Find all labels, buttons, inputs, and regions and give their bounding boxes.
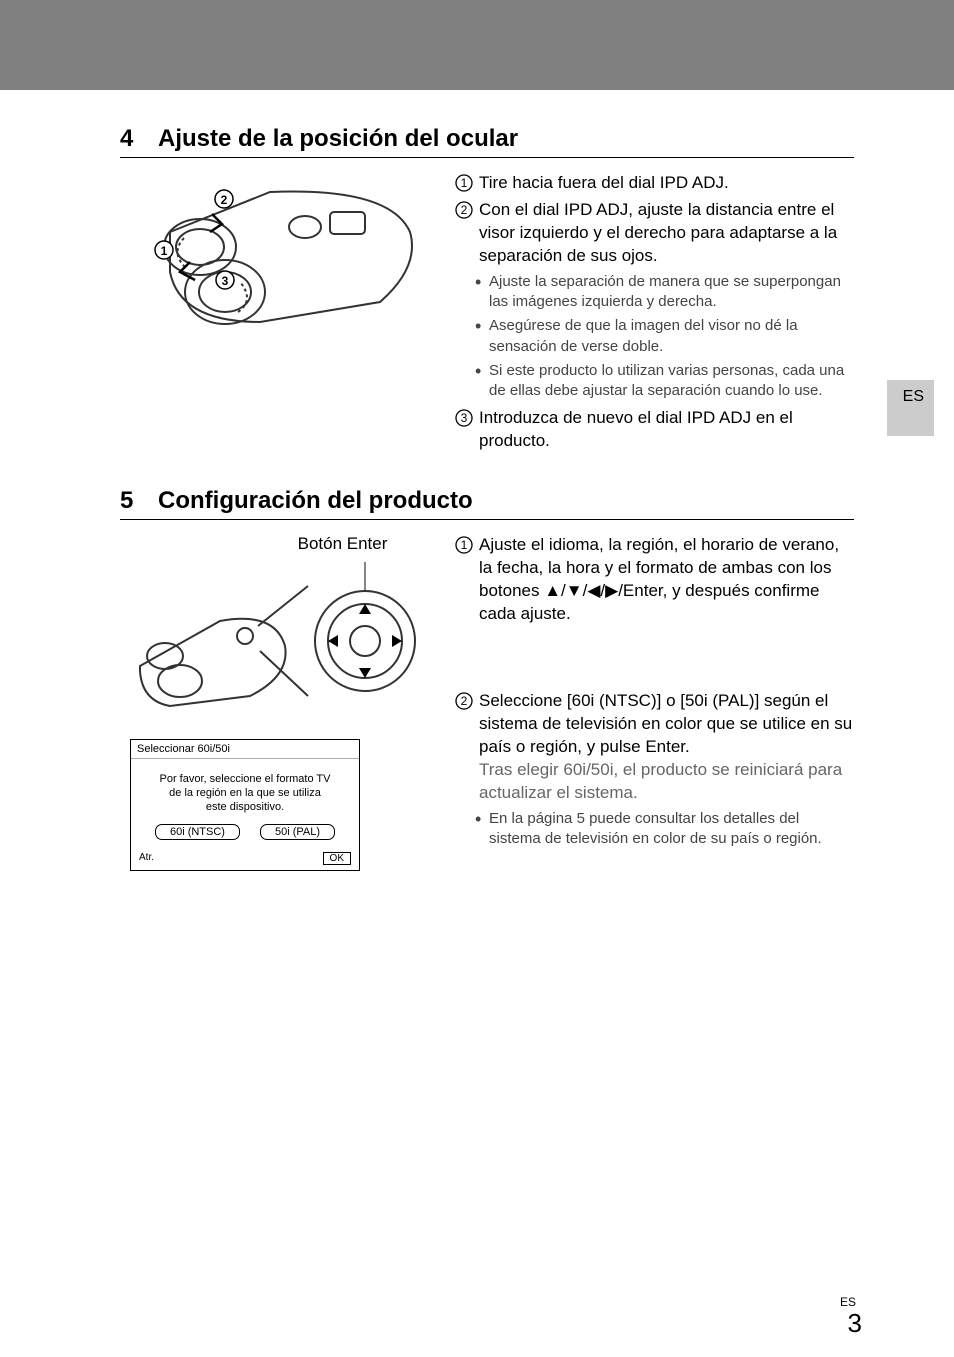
section4-bullet2: Asegúrese de que la imagen del visor no …: [475, 316, 854, 357]
step-marker-1b: 1: [455, 536, 473, 626]
step-marker-2: 2: [455, 201, 473, 268]
section4-step3: Introduzca de nuevo el dial IPD ADJ en e…: [479, 407, 854, 453]
dialog-msg-line1: Por favor, seleccione el formato TV: [160, 773, 331, 785]
footer-lang: ES: [840, 1295, 856, 1309]
section4-illustration: 1 2 3: [120, 172, 435, 457]
section-4: 4 Ajuste de la posición del ocular: [120, 125, 854, 457]
svg-text:1: 1: [461, 176, 468, 190]
section4-bullet1: Ajuste la separación de manera que se su…: [475, 272, 854, 313]
section4-step1: Tire hacia fuera del dial IPD ADJ.: [479, 172, 854, 195]
svg-text:1: 1: [461, 538, 468, 552]
section5-title: Configuración del producto: [158, 487, 473, 515]
tv-format-dialog: Seleccionar 60i/50i Por favor, seleccion…: [130, 739, 360, 871]
section4-bullets: Ajuste la separación de manera que se su…: [455, 272, 854, 402]
dialog-title: Seleccionar 60i/50i: [131, 740, 359, 759]
pal-button[interactable]: 50i (PAL): [260, 824, 335, 840]
section5-step2: Seleccione [60i (NTSC)] o [50i (PAL)] se…: [479, 690, 854, 805]
dialog-message: Por favor, seleccione el formato TV de l…: [139, 773, 351, 814]
header-bar: [0, 0, 954, 90]
section4-heading: 4 Ajuste de la posición del ocular: [120, 125, 854, 158]
dialog-back[interactable]: Atr.: [139, 852, 154, 865]
section5-number: 5: [120, 487, 158, 515]
svg-text:3: 3: [461, 411, 468, 425]
section5-step2-note: Tras elegir 60i/50i, el producto se rein…: [479, 760, 842, 802]
page-number: 3: [848, 1308, 862, 1339]
dialog-msg-line3: este dispositivo.: [206, 801, 284, 813]
section4-text: 1 Tire hacia fuera del dial IPD ADJ. 2 C…: [455, 172, 854, 457]
language-tab: ES: [887, 380, 934, 436]
step-marker-1: 1: [455, 174, 473, 195]
svg-text:2: 2: [221, 193, 228, 207]
dialog-msg-line2: de la región en la que se utiliza: [169, 787, 321, 799]
svg-text:2: 2: [461, 694, 468, 708]
binocular-illustration: 1 2 3: [130, 172, 430, 352]
arrow-icons: ▲/▼/◀/▶: [544, 581, 618, 600]
step-marker-3: 3: [455, 409, 473, 453]
section5-text: 1 Ajuste el idioma, la región, el horari…: [455, 534, 854, 871]
section5-step1: Ajuste el idioma, la región, el horario …: [479, 534, 854, 626]
section5-bullet1: En la página 5 puede consultar los detal…: [475, 809, 854, 850]
enter-button-label: Botón Enter: [130, 534, 435, 554]
svg-text:3: 3: [222, 274, 229, 288]
page-content: 4 Ajuste de la posición del ocular: [0, 90, 954, 921]
svg-text:1: 1: [161, 244, 168, 258]
section4-bullet3: Si este producto lo utilizan varias pers…: [475, 361, 854, 402]
section4-step2: Con el dial IPD ADJ, ajuste la distancia…: [479, 199, 854, 268]
section5-step2-main: Seleccione [60i (NTSC)] o [50i (PAL)] se…: [479, 691, 852, 756]
section5-heading: 5 Configuración del producto: [120, 487, 854, 520]
device-dpad-illustration: [130, 556, 430, 716]
step-marker-2b: 2: [455, 692, 473, 805]
dialog-ok[interactable]: OK: [323, 852, 351, 865]
section5-illustration-column: Botón Enter: [120, 534, 435, 871]
section4-title: Ajuste de la posición del ocular: [158, 125, 518, 153]
section4-number: 4: [120, 125, 158, 153]
section5-bullets: En la página 5 puede consultar los detal…: [455, 809, 854, 850]
section-5: 5 Configuración del producto Botón Enter: [120, 487, 854, 871]
ntsc-button[interactable]: 60i (NTSC): [155, 824, 240, 840]
svg-text:2: 2: [461, 203, 468, 217]
